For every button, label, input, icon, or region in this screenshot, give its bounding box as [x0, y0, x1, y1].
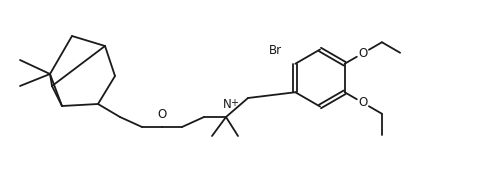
Text: Br: Br — [269, 44, 283, 57]
Text: N: N — [223, 98, 231, 112]
Text: O: O — [157, 109, 166, 121]
Text: O: O — [358, 96, 367, 109]
Text: O: O — [358, 47, 367, 60]
Text: +: + — [230, 97, 239, 108]
